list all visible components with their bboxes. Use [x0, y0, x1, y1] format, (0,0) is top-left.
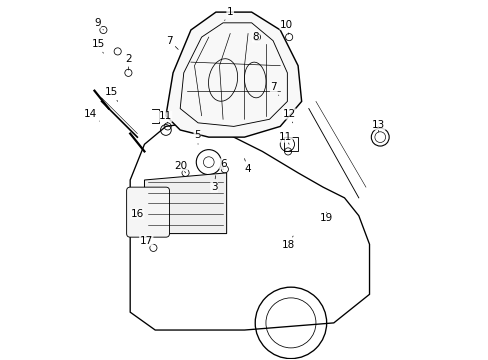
- Text: 13: 13: [371, 120, 384, 132]
- Text: 8: 8: [252, 32, 259, 42]
- Text: 9: 9: [94, 18, 103, 30]
- Text: 1: 1: [224, 7, 233, 21]
- Text: 5: 5: [194, 130, 200, 144]
- Text: 2: 2: [125, 54, 131, 70]
- Text: 16: 16: [130, 209, 143, 219]
- Text: 15: 15: [91, 39, 104, 53]
- Text: 3: 3: [210, 176, 217, 192]
- Text: 15: 15: [105, 87, 118, 102]
- Text: 18: 18: [281, 236, 294, 250]
- Text: 19: 19: [319, 212, 332, 223]
- Text: 6: 6: [219, 159, 226, 169]
- Text: 17: 17: [140, 236, 153, 246]
- PathPatch shape: [144, 173, 226, 234]
- Text: 4: 4: [244, 158, 251, 174]
- Text: 7: 7: [166, 36, 178, 49]
- Text: 14: 14: [83, 109, 99, 121]
- Text: 7: 7: [270, 82, 278, 95]
- PathPatch shape: [165, 12, 301, 137]
- Text: 12: 12: [282, 109, 295, 123]
- Text: 10: 10: [280, 19, 293, 35]
- Text: 11: 11: [278, 132, 292, 144]
- FancyBboxPatch shape: [126, 187, 169, 237]
- Text: 20: 20: [174, 161, 187, 173]
- Text: 11: 11: [158, 111, 171, 123]
